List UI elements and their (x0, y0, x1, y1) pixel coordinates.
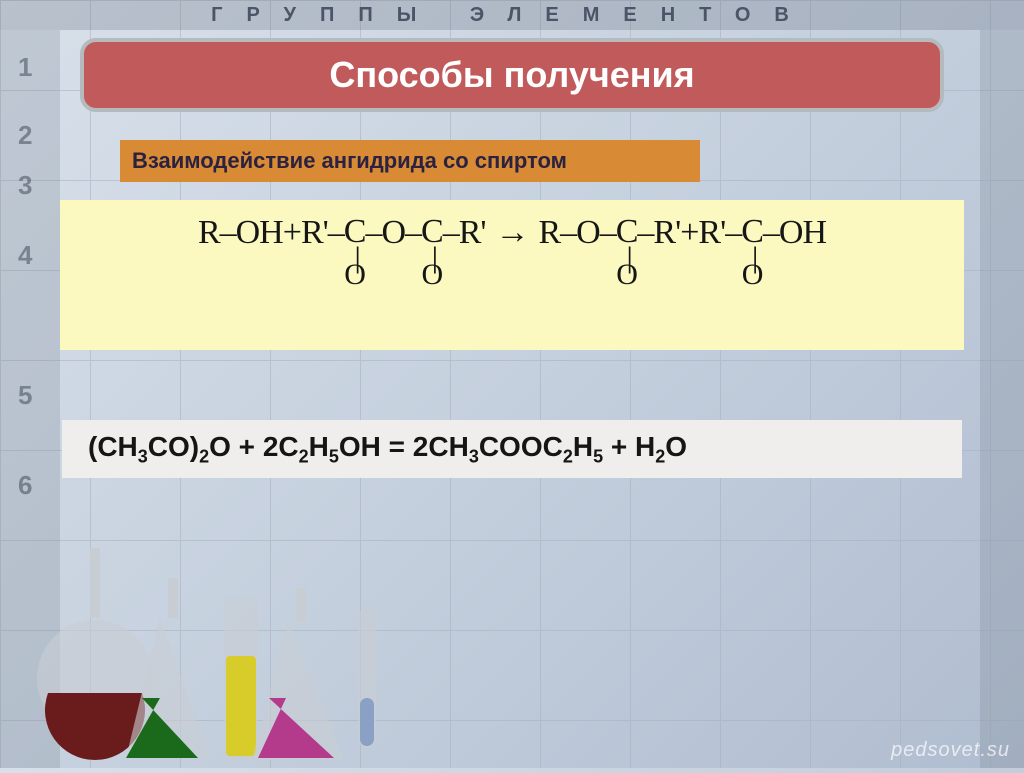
slide-subtitle: Взаимодействие ангидрида со спиртом (132, 148, 567, 174)
reaction-scheme-panel: R–OH+R'–C||O–O–C||O–R'→R–O–C||O–R'+R'–C|… (60, 200, 964, 350)
cylinder-icon (224, 598, 258, 760)
background-right-strip (980, 30, 1024, 768)
bg-row-num: 4 (18, 240, 32, 271)
erlenmeyer-flask-icon (252, 588, 344, 760)
bg-row-num: 2 (18, 120, 32, 151)
bg-row-num: 6 (18, 470, 32, 501)
bg-row-num: 5 (18, 380, 32, 411)
equation-panel: (CH3CO)2O + 2C2H5OH = 2CH3COOC2H5 + H2O (62, 420, 962, 478)
slide-title: Способы получения (329, 54, 694, 96)
background-header-text: ГРУППЫ ЭЛЕМЕНТОВ (0, 0, 1024, 30)
equation-text: (CH3CO)2O + 2C2H5OH = 2CH3COOC2H5 + H2O (88, 431, 687, 468)
test-tube-icon (358, 608, 376, 748)
flask-decoration (10, 538, 430, 768)
bg-row-num: 1 (18, 52, 32, 83)
reaction-scheme: R–OH+R'–C||O–O–C||O–R'→R–O–C||O–R'+R'–C|… (198, 214, 826, 283)
bg-row-num: 3 (18, 170, 32, 201)
watermark: pedsovet.su (891, 739, 1010, 762)
title-bar: Способы получения (80, 38, 944, 112)
subtitle-bar: Взаимодействие ангидрида со спиртом (120, 140, 700, 182)
